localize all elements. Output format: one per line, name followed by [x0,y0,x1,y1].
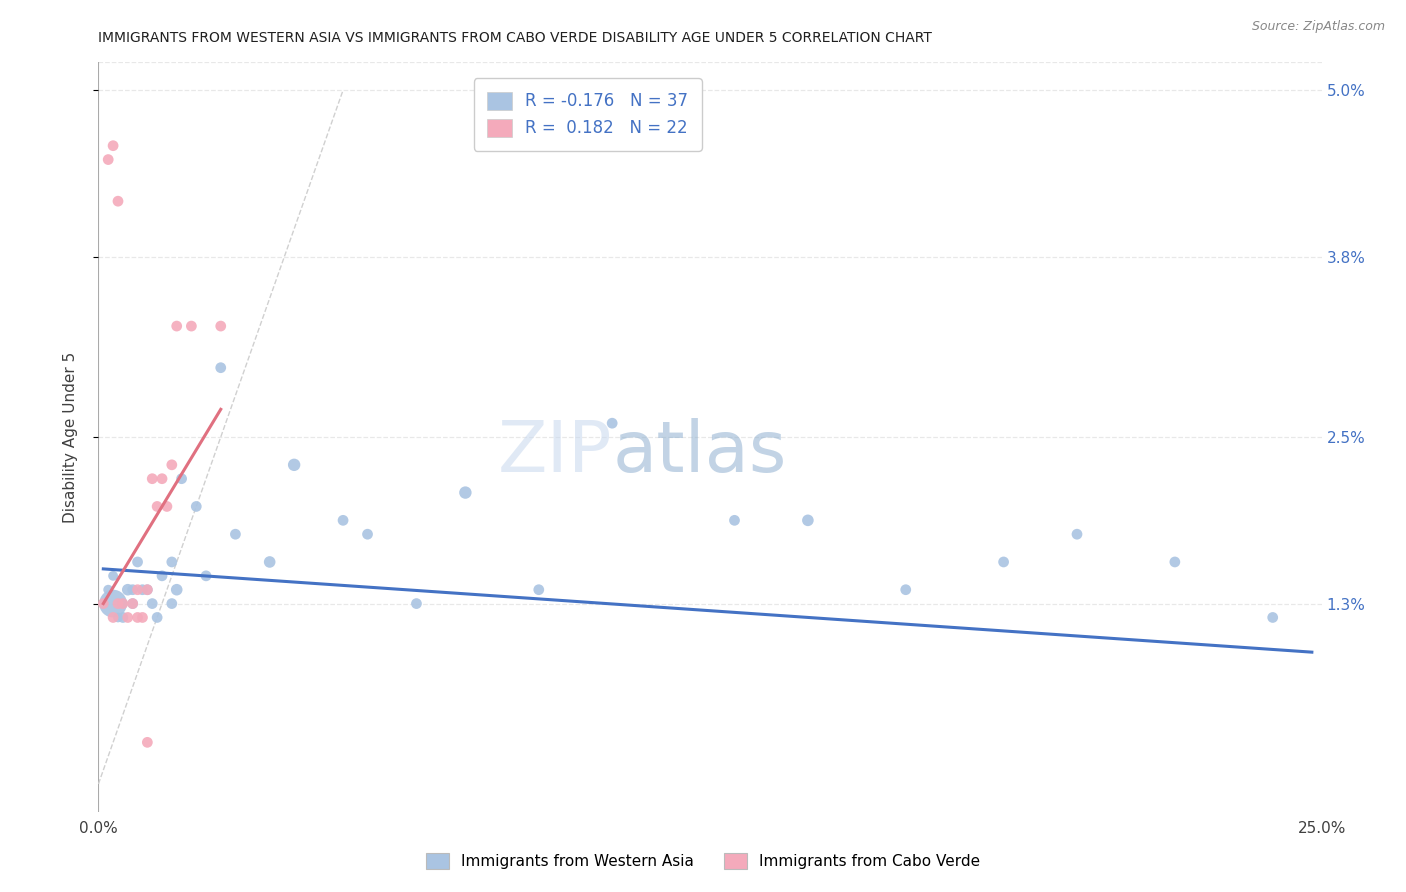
Point [186,500,208,514]
Point [91,597,114,611]
Point [107,610,129,624]
Point [141,472,163,486]
Point [141,597,163,611]
Point [117,582,139,597]
Y-axis label: Disability Age Under 5: Disability Age Under 5 [63,351,77,523]
Legend: R = -0.176   N = 37, R =  0.182   N = 22: R = -0.176 N = 37, R = 0.182 N = 22 [474,78,702,151]
Point [993,555,1015,569]
Point [136,735,159,749]
Point [121,597,143,611]
Text: Source: ZipAtlas.com: Source: ZipAtlas.com [1251,20,1385,33]
Point [723,513,745,527]
Point [224,527,246,541]
Point [1066,527,1088,541]
Point [146,610,169,624]
Point [131,582,153,597]
Point [121,582,143,597]
Point [600,416,623,430]
Point [107,194,129,209]
Text: IMMIGRANTS FROM WESTERN ASIA VS IMMIGRANTS FROM CABO VERDE DISABILITY AGE UNDER : IMMIGRANTS FROM WESTERN ASIA VS IMMIGRAN… [98,31,932,45]
Point [97,582,120,597]
Point [195,569,218,583]
Point [136,582,159,597]
Point [259,555,281,569]
Point [127,555,149,569]
Point [156,500,179,514]
Point [97,153,120,167]
Point [527,582,550,597]
Point [405,597,427,611]
Point [209,360,232,375]
Point [170,472,193,486]
Point [127,610,149,624]
Point [160,597,183,611]
Legend: Immigrants from Western Asia, Immigrants from Cabo Verde: Immigrants from Western Asia, Immigrants… [419,847,987,875]
Point [166,319,188,334]
Point [101,138,124,153]
Point [332,513,354,527]
Text: atlas: atlas [612,417,786,486]
Point [1164,555,1187,569]
Point [150,569,173,583]
Point [209,319,232,334]
Point [101,610,124,624]
Point [117,610,139,624]
Point [894,582,917,597]
Point [101,569,124,583]
Point [111,610,134,624]
Point [160,458,183,472]
Point [101,597,124,611]
Point [127,582,149,597]
Point [111,597,134,611]
Point [356,527,378,541]
Point [166,582,188,597]
Point [131,610,153,624]
Point [180,319,202,334]
Point [1261,610,1284,624]
Point [150,472,173,486]
Point [454,485,477,500]
Point [121,597,143,611]
Point [160,555,183,569]
Point [283,458,305,472]
Point [797,513,820,527]
Text: ZIP: ZIP [498,417,612,486]
Point [107,597,129,611]
Point [111,597,134,611]
Point [136,582,159,597]
Point [146,500,169,514]
